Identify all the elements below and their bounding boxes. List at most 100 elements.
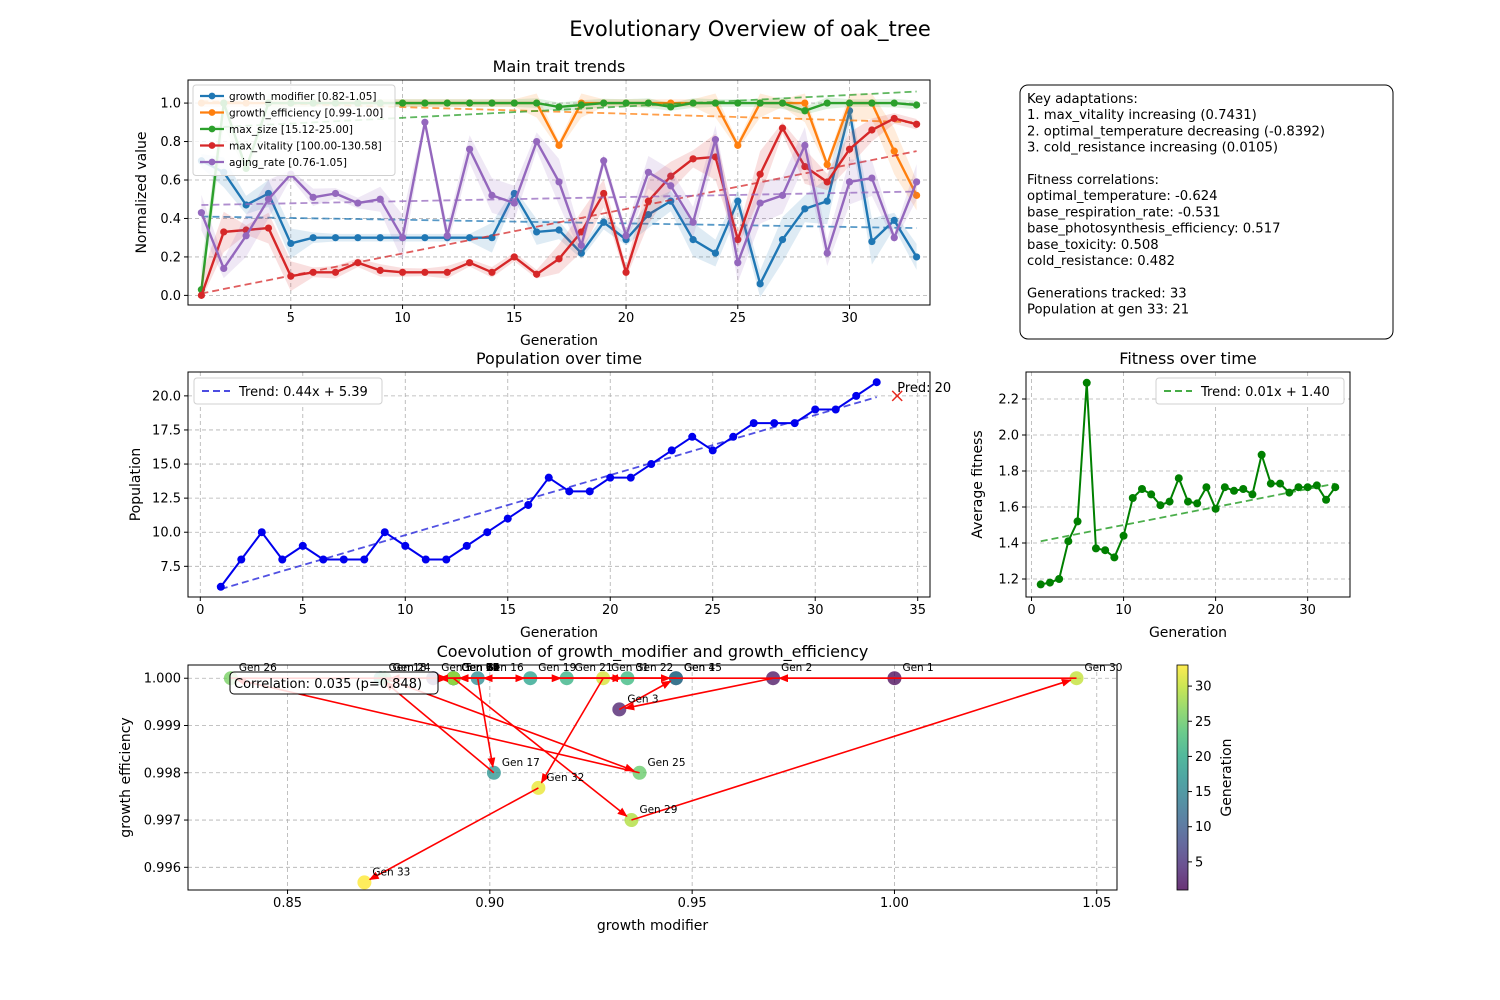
data-point [197,291,206,299]
data-point [912,191,921,199]
data-point [1073,517,1082,526]
data-point [1147,490,1156,499]
data-point [801,205,809,213]
point-label: Gen 19 [538,662,576,674]
data-point [688,432,697,441]
x-tick-label: 0 [1027,603,1035,618]
x-tick-label: 25 [704,603,721,618]
data-point [823,99,831,107]
data-point [421,555,430,564]
data-point [811,405,820,414]
data-point [309,234,317,242]
y-tick-label: 0.6 [160,174,181,189]
data-point [544,473,553,482]
data-point [442,555,451,564]
data-point [466,259,474,267]
data-point [1184,497,1192,506]
data-point [287,272,295,280]
x-tick-label: 35 [909,603,926,618]
data-point [1137,485,1146,493]
data-point [667,197,675,205]
data-point [868,126,876,134]
x-tick-label: 30 [807,603,824,618]
data-point [600,218,608,226]
colorbar-tick-label: 15 [1195,785,1212,800]
y-tick-label: 12.5 [152,492,181,507]
point-label: Gen 2 [781,662,812,674]
x-tick-label: 5 [287,311,295,326]
trend-line [201,100,917,124]
coevolution-axes: 0.85 0.90 0.95 1.00 1.05 0.996 0.997 0.998 0.999… [118,642,1122,934]
y-tick-label: 0.997 [144,814,181,829]
data-point [1303,483,1312,492]
evolution-arrow [368,787,539,881]
data-point [555,103,563,111]
correlation-annotation: Correlation: 0.035 (p=0.848) [229,671,439,695]
data-point [606,473,615,482]
data-point [689,218,697,226]
data-point [443,99,451,107]
y-tick-label: 1.4 [998,537,1019,552]
point-label: Gen 26 [239,662,277,674]
data-point [533,137,541,146]
point-label: Gen 17 [502,757,540,769]
data-point [533,270,541,278]
data-point [264,224,273,232]
annotation-frame [229,671,439,695]
evolution-arrow [235,677,640,774]
data-point [555,141,563,149]
y-tick-label: 0.4 [160,212,181,227]
x-tick-label: 25 [730,311,747,326]
x-tick-label: 1.00 [880,896,909,911]
data-point [510,253,518,261]
data-point [1064,537,1073,546]
figure-title: Evolutionary Overview of oak_tree [569,17,931,42]
data-point [360,555,369,564]
data-point [749,419,758,428]
chart-title: Coevolution of growth_modifier and growt… [437,642,869,662]
data-point [831,405,840,414]
point-label: Gen 14 [461,662,499,674]
data-point [242,232,250,240]
point-label: Gen 22 [635,662,673,674]
data-point [711,249,720,257]
data-point [729,432,738,441]
point-label: Gen 1 [902,662,933,674]
data-point [689,236,697,244]
data-point [734,236,742,244]
info-line: 1. max_vitality increasing (0.7431) [1027,108,1257,123]
x-axis-label: Generation [520,625,598,641]
y-axis-label: Population [128,448,144,522]
chart-title: Fitness over time [1119,349,1256,368]
data-point [585,487,594,496]
data-point [1266,479,1275,488]
data-point [689,99,697,107]
info-line: base_toxicity: 0.508 [1027,238,1159,253]
legend: growth_modifier [0.82-1.05] growth_effici… [192,84,396,176]
data-point [770,419,779,428]
legend-marker [208,142,216,149]
legend-label: growth_efficiency [0.99-1.00] [229,108,383,120]
data-point [778,99,787,107]
data-point [600,157,608,165]
data-point [339,555,348,564]
fitness-axes: 0 10 20 30 1.2 1.4 1.6 1.8 2.0 2.2 Fitness over ti… [970,349,1351,641]
colorbar-tick-label: 30 [1195,680,1212,695]
colorbar: 5 10 15 20 25 30 Generation [1176,664,1235,891]
info-box: Key adaptations:1. max_vitality increasi… [1019,84,1394,340]
data-point [555,255,563,263]
x-tick-label: 20 [1207,603,1224,618]
data-point [626,473,635,482]
point-label: Gen 20 [461,662,499,674]
trend-line [201,190,917,206]
data-point [510,199,518,207]
data-point [644,99,652,107]
colorbar-tick-label: 5 [1195,855,1203,870]
data-point [1257,450,1266,459]
data-point [868,174,876,182]
axes-frame [187,664,1118,891]
info-line: base_respiration_rate: -0.531 [1027,205,1220,220]
data-point [647,460,656,469]
data-point [1091,544,1100,553]
legend-marker [208,92,216,100]
